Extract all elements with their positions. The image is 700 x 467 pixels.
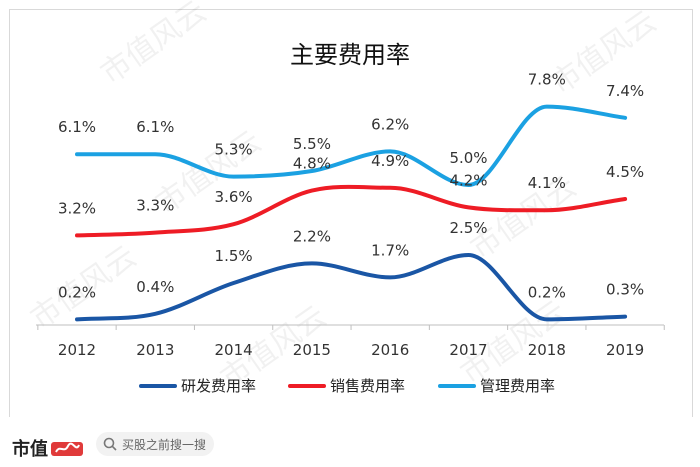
- data-label-sales: 4.2%: [449, 171, 487, 189]
- data-label-mgmt: 6.2%: [371, 115, 409, 133]
- x-tick-label: 2016: [371, 341, 409, 359]
- legend-item-rd[interactable]: 研发费用率: [139, 377, 256, 395]
- data-label-rd: 0.4%: [136, 278, 174, 296]
- data-label-sales: 3.3%: [136, 197, 174, 215]
- data-label-rd: 1.7%: [371, 241, 409, 259]
- brand-name: 市值: [12, 439, 48, 460]
- series-line-rd: [75, 252, 628, 322]
- legend-label: 销售费用率: [330, 377, 405, 395]
- data-label-mgmt: 7.4%: [606, 82, 644, 100]
- data-label-rd: 2.2%: [293, 227, 331, 245]
- x-tick-label: 2014: [215, 341, 253, 359]
- data-label-rd: 2.5%: [449, 219, 487, 237]
- watermark-text: 市值风云: [95, 0, 213, 92]
- data-label-rd: 0.2%: [58, 283, 96, 301]
- data-label-mgmt: 5.0%: [449, 149, 487, 167]
- data-label-sales: 4.8%: [293, 155, 331, 173]
- series-line-sales: [75, 184, 628, 238]
- data-label-mgmt: 6.1%: [136, 118, 174, 136]
- data-label-mgmt: 7.8%: [528, 71, 566, 89]
- brand-mark-icon: [51, 442, 83, 456]
- legend-label: 研发费用率: [181, 377, 256, 395]
- legend-label: 管理费用率: [480, 377, 555, 395]
- search-icon: [103, 437, 117, 451]
- x-tick-label: 2013: [136, 341, 174, 359]
- x-tick-label: 2012: [58, 341, 96, 359]
- x-tick-labels: 2012 2013 2014 2015 2016 2017 2018 2019: [37, 325, 665, 359]
- x-tick-label: 2017: [449, 341, 487, 359]
- data-label-sales: 4.5%: [606, 163, 644, 181]
- legend-item-mgmt[interactable]: 管理费用率: [438, 377, 555, 395]
- data-labels: 0.2% 0.4% 1.5% 2.2% 1.7% 2.5% 0.2% 0.3% 3.2% 3.3%…: [58, 71, 644, 302]
- data-label-mgmt: 6.1%: [58, 118, 96, 136]
- search-box[interactable]: 买股之前搜一搜: [96, 432, 214, 456]
- data-label-mgmt: 5.5%: [293, 135, 331, 153]
- x-tick-label: 2019: [606, 341, 644, 359]
- chart-title: 主要费用率: [290, 41, 410, 69]
- series-line-mgmt: [75, 104, 628, 188]
- chart-card: [9, 9, 693, 419]
- data-label-sales: 3.6%: [215, 188, 253, 206]
- brand-logo[interactable]: 市值: [12, 435, 84, 461]
- legend-item-sales[interactable]: 销售费用率: [288, 377, 405, 395]
- series-lines: [75, 104, 628, 322]
- data-label-rd: 0.3%: [606, 281, 644, 299]
- legend[interactable]: 研发费用率 销售费用率 管理费用率: [139, 377, 555, 395]
- data-label-sales: 4.9%: [371, 152, 409, 170]
- x-tick-label: 2018: [528, 341, 566, 359]
- data-label-rd: 0.2%: [528, 283, 566, 301]
- footer-bar: 市值 买股之前搜一搜: [0, 417, 700, 467]
- data-label-sales: 4.1%: [528, 174, 566, 192]
- search-placeholder: 买股之前搜一搜: [122, 438, 207, 452]
- data-label-mgmt: 5.3%: [215, 141, 253, 159]
- data-label-sales: 3.2%: [58, 199, 96, 217]
- x-tick-label: 2015: [293, 341, 331, 359]
- data-label-rd: 1.5%: [215, 247, 253, 265]
